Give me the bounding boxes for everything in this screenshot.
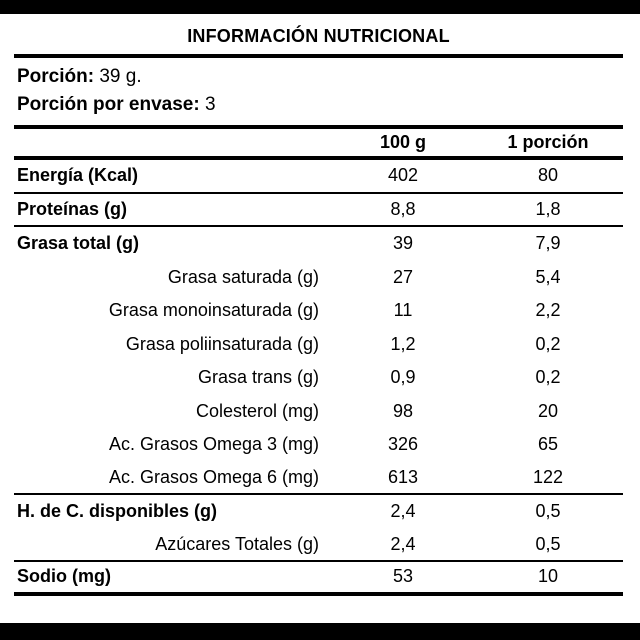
value-per-portion: 0,5: [535, 533, 561, 554]
row-label: Grasa monoinsaturada (g): [108, 300, 319, 321]
value-per-portion: 7,9: [535, 233, 561, 254]
value-per-portion: 0,2: [535, 367, 561, 388]
value-per-100g: 98: [392, 400, 414, 421]
row-label: Proteínas (g): [17, 198, 128, 219]
value-per-portion: 1,8: [535, 198, 561, 219]
value-per-portion: 65: [537, 434, 559, 455]
row-label: Energía (Kcal): [17, 165, 139, 186]
table-row: Grasa total (g) 39 7,9: [14, 227, 623, 261]
page-title: INFORMACIÓN NUTRICIONAL: [187, 26, 450, 46]
table-row: Sodio (mg) 53 10: [14, 562, 623, 596]
value-per-portion: 10: [537, 566, 559, 587]
row-label: Grasa trans (g): [197, 367, 319, 388]
column-header-per-portion: 1 porción: [507, 132, 589, 152]
top-border-bar: [0, 0, 640, 14]
row-label: Colesterol (mg): [195, 400, 319, 421]
value-per-portion: 0,5: [535, 501, 561, 522]
value-per-100g: 2,4: [390, 533, 416, 554]
servings-per-container-line: Porción por envase: 3: [17, 91, 623, 119]
row-label: Azúcares Totales (g): [155, 533, 319, 554]
row-label: Grasa poliinsaturada (g): [125, 333, 319, 354]
servings-per-container-label: Porción por envase:: [17, 94, 200, 115]
table-row: Energía (Kcal) 402 80: [14, 160, 623, 194]
table-row: Colesterol (mg) 98 20: [14, 395, 623, 429]
serving-size-label: Porción:: [17, 66, 95, 87]
serving-size-value: 39 g.: [99, 66, 142, 87]
value-per-100g: 1,2: [390, 333, 416, 354]
row-label: H. de C. disponibles (g): [17, 501, 218, 522]
value-per-100g: 0,9: [390, 367, 416, 388]
table-row: Grasa poliinsaturada (g) 1,2 0,2: [14, 328, 623, 362]
value-per-100g: 402: [387, 165, 419, 186]
value-per-portion: 80: [537, 165, 559, 186]
value-per-portion: 122: [532, 466, 564, 487]
value-per-100g: 8,8: [390, 198, 416, 219]
value-per-100g: 39: [392, 233, 414, 254]
column-header-per-100g: 100 g: [379, 132, 427, 152]
value-per-portion: 20: [537, 400, 559, 421]
value-per-100g: 53: [392, 566, 414, 587]
value-per-100g: 2,4: [390, 501, 416, 522]
table-row: Grasa trans (g) 0,9 0,2: [14, 361, 623, 395]
table-row: Ac. Grasos Omega 6 (mg) 613 122: [14, 462, 623, 495]
label-panel: INFORMACIÓN NUTRICIONAL Porción: 39 g. P…: [14, 14, 623, 596]
row-label: Grasa total (g): [17, 233, 140, 254]
table-row: Grasa saturada (g) 27 5,4: [14, 261, 623, 295]
table-row: Grasa monoinsaturada (g) 11 2,2: [14, 294, 623, 328]
value-per-portion: 2,2: [535, 300, 561, 321]
serving-info: Porción: 39 g. Porción por envase: 3: [14, 58, 623, 129]
title-block: INFORMACIÓN NUTRICIONAL: [14, 14, 623, 58]
table-row: H. de C. disponibles (g) 2,4 0,5: [14, 495, 623, 529]
servings-per-container-value: 3: [204, 94, 216, 115]
table-header-row: 100 g 1 porción: [14, 129, 623, 160]
row-label: Grasa saturada (g): [167, 266, 319, 287]
serving-size-line: Porción: 39 g.: [17, 63, 623, 91]
row-label: Ac. Grasos Omega 3 (mg): [108, 434, 319, 455]
value-per-portion: 5,4: [535, 266, 561, 287]
value-per-100g: 613: [387, 466, 419, 487]
bottom-border-bar: [0, 623, 640, 640]
table-row: Ac. Grasos Omega 3 (mg) 326 65: [14, 428, 623, 462]
table-row: Azúcares Totales (g) 2,4 0,5: [14, 529, 623, 562]
table-row: Proteínas (g) 8,8 1,8: [14, 194, 623, 227]
value-per-portion: 0,2: [535, 333, 561, 354]
row-label: Ac. Grasos Omega 6 (mg): [108, 466, 319, 487]
value-per-100g: 11: [393, 300, 413, 321]
row-label: Sodio (mg): [17, 566, 111, 587]
value-per-100g: 27: [392, 266, 414, 287]
value-per-100g: 326: [387, 434, 419, 455]
